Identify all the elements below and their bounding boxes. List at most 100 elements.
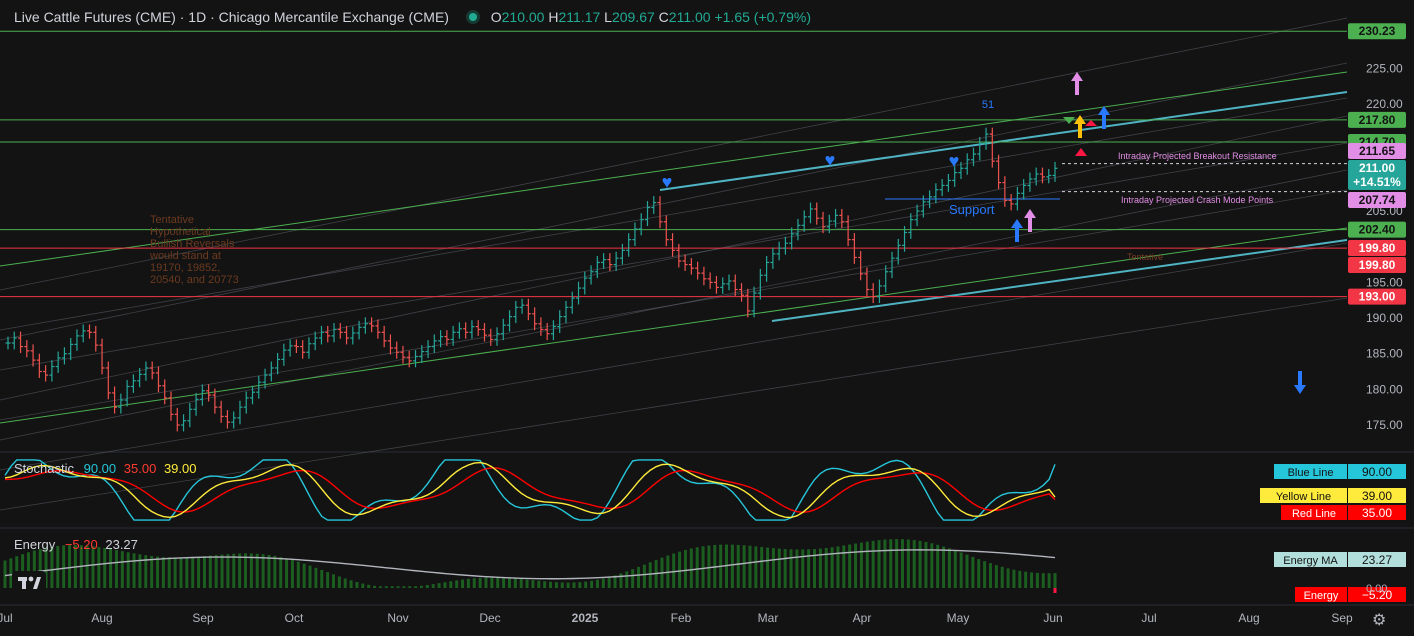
price-bar: [218, 400, 224, 423]
stoch-value-tag: [1348, 505, 1406, 520]
price-bar: [231, 411, 237, 429]
energy-bar: [1053, 588, 1057, 593]
price-bar: [356, 320, 362, 340]
level-price-tag-text: 217.80: [1359, 113, 1396, 127]
energy-pane-title[interactable]: Energy −5.20 23.27: [14, 537, 138, 552]
time-axis-label: May: [947, 611, 970, 625]
price-axis-tick: 175.00: [1366, 418, 1403, 432]
marker-price-tag: [1348, 143, 1406, 159]
stoch-legend-name: Red Line: [1292, 508, 1336, 520]
energy-bar: [1024, 571, 1028, 588]
interval-label[interactable]: 1D: [188, 9, 207, 25]
tentative-note-line: would stand at: [149, 250, 221, 262]
price-bar: [1027, 172, 1033, 192]
stochastic-pane-title[interactable]: Stochastic 90.00 35.00 39.00: [14, 461, 197, 476]
time-axis-label: Jul: [0, 611, 13, 625]
price-bar: [68, 338, 74, 361]
price-bar: [739, 283, 745, 302]
price-bar: [908, 213, 914, 239]
energy-bar: [965, 554, 969, 588]
stoch-value-text: 90.00: [1362, 465, 1392, 479]
stoch-legend-name: Yellow Line: [1276, 491, 1331, 503]
energy-bar: [431, 584, 435, 588]
price-bar: [933, 183, 939, 204]
energy-bar: [425, 585, 429, 588]
price-bar: [576, 281, 582, 305]
crash-label: Intraday Projected Crash Mode Points: [1121, 195, 1274, 205]
price-bar: [425, 340, 431, 358]
energy-bar: [120, 551, 124, 588]
price-bar: [983, 127, 989, 150]
energy-bar: [824, 547, 828, 588]
settings-gear-icon[interactable]: ⚙: [1372, 612, 1387, 629]
energy-bar: [103, 547, 107, 588]
price-bar: [858, 251, 864, 281]
energy-bar: [150, 555, 154, 588]
time-axis-label: Dec: [479, 611, 500, 625]
price-bar: [105, 361, 111, 400]
energy-bar: [971, 556, 975, 588]
price-bar: [168, 391, 174, 421]
marker-price-tag-text: 199.80: [1359, 258, 1396, 272]
energy-bar: [865, 541, 869, 588]
energy-bar: [378, 586, 382, 588]
energy-bar: [549, 581, 553, 588]
level-price-tag: [1348, 23, 1406, 40]
price-bar: [920, 195, 926, 218]
breakout-label: Intraday Projected Breakout Resistance: [1118, 151, 1277, 161]
price-bar: [770, 247, 776, 269]
energy-bar: [683, 549, 687, 588]
energy-bar: [625, 571, 629, 588]
price-bar: [344, 325, 350, 345]
energy-legend-name: Energy MA: [1283, 555, 1338, 567]
energy-bar: [437, 583, 441, 588]
energy-bar: [566, 582, 570, 588]
price-bar: [883, 265, 889, 293]
pink-up-arrow-icon: [1024, 209, 1036, 232]
tradingview-logo-icon[interactable]: [12, 571, 46, 595]
price-bar: [826, 214, 832, 234]
energy-bar: [525, 579, 529, 588]
price-bar: [776, 241, 782, 261]
level-price-tag: [1348, 240, 1406, 256]
price-bar: [224, 410, 230, 429]
energy-bar: [144, 555, 148, 588]
price-axis: [1347, 0, 1414, 636]
price-bar: [688, 258, 694, 275]
price-bar: [112, 386, 118, 414]
price-bar: [563, 300, 569, 324]
price-bar: [833, 208, 839, 228]
price-bar: [331, 323, 337, 343]
price-bar: [500, 318, 506, 341]
energy-bar: [185, 557, 189, 588]
price-bar: [450, 325, 456, 346]
price-bar: [870, 283, 876, 304]
energy-bar: [367, 584, 371, 588]
energy-bar: [337, 576, 341, 588]
energy-bar: [519, 578, 523, 588]
energy-bar: [789, 549, 793, 588]
price-bar: [644, 201, 650, 227]
price-bar: [237, 400, 243, 425]
energy-bar: [543, 581, 547, 588]
price-bar: [588, 265, 594, 285]
price-bar: [174, 407, 180, 432]
price-bar: [876, 279, 882, 304]
price-bar: [544, 323, 550, 341]
energy-bar: [777, 548, 781, 588]
energy-bar: [326, 572, 330, 588]
energy-ma-line: [4, 549, 1056, 580]
energy-bar: [906, 539, 910, 588]
energy-bar: [208, 555, 212, 588]
tentative-note-line: Bullish Reversals: [150, 238, 235, 250]
price-bar: [463, 322, 469, 339]
price-bar: [764, 256, 770, 282]
price-bar: [657, 196, 663, 229]
stoch-value-text: 35.00: [1362, 506, 1392, 520]
price-bar: [187, 402, 193, 428]
time-axis-label: Sep: [1331, 611, 1353, 625]
energy-bar: [572, 582, 576, 588]
symbol-name[interactable]: Live Cattle Futures (CME): [14, 9, 176, 25]
price-bar: [494, 327, 500, 346]
